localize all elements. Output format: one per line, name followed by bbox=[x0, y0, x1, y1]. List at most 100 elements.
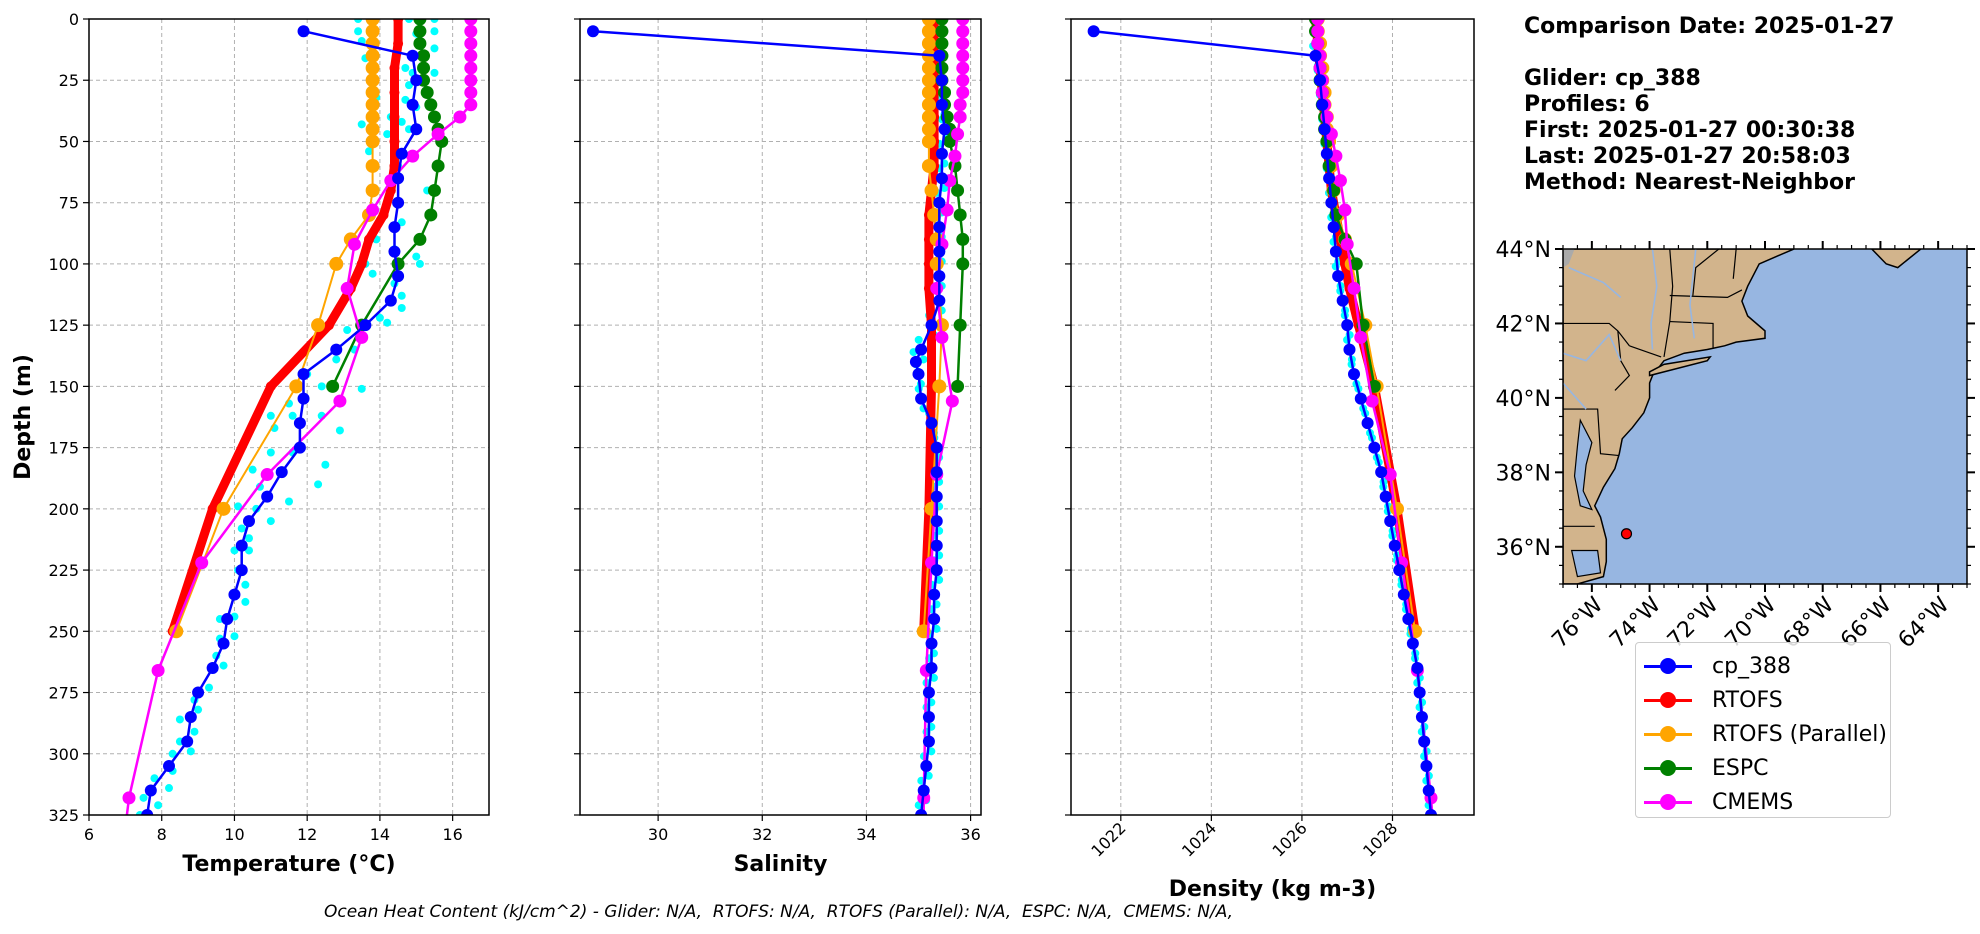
x-tick-label: 1022 bbox=[1087, 818, 1129, 860]
raw-glider-point bbox=[175, 715, 184, 724]
data-point bbox=[915, 809, 928, 815]
data-point bbox=[365, 73, 380, 88]
raw-glider-point bbox=[365, 147, 373, 156]
y-tick-label: 225 bbox=[48, 561, 79, 580]
data-point bbox=[431, 159, 445, 173]
first-time: First: 2025-01-27 00:30:38 bbox=[1524, 118, 1856, 143]
data-point bbox=[427, 183, 441, 197]
raw-glider-point bbox=[415, 259, 424, 268]
comparison-date: Comparison Date: 2025-01-27 bbox=[1524, 14, 1895, 39]
data-point bbox=[395, 147, 408, 160]
data-point bbox=[927, 207, 942, 222]
data-point bbox=[464, 24, 478, 38]
data-point bbox=[917, 784, 930, 797]
data-point bbox=[365, 19, 380, 26]
raw-glider-point bbox=[266, 411, 275, 420]
data-point bbox=[921, 122, 936, 137]
axes-frame bbox=[1070, 18, 1475, 816]
data-point bbox=[1368, 441, 1381, 454]
data-point bbox=[951, 379, 965, 393]
data-point bbox=[389, 160, 400, 171]
raw-glider-point bbox=[397, 218, 406, 227]
lat-tick-label: 38°N bbox=[1496, 461, 1551, 486]
raw-glider-point bbox=[248, 465, 257, 474]
y-tick-label: 275 bbox=[48, 684, 79, 703]
raw-glider-point bbox=[245, 546, 253, 555]
data-point bbox=[221, 613, 234, 626]
data-point bbox=[956, 19, 970, 26]
data-point bbox=[406, 98, 419, 111]
data-point bbox=[925, 662, 938, 675]
data-point bbox=[410, 123, 423, 136]
data-point bbox=[935, 147, 948, 160]
data-point bbox=[921, 60, 936, 75]
temperature-panel: 6 8 10 12 14 16 0 25 50 75 100 125 150 175 200 225 250 27… bbox=[11, 10, 490, 877]
data-point bbox=[1311, 36, 1325, 50]
pamlico-sound bbox=[1570, 549, 1602, 578]
raw-glider-point bbox=[237, 524, 246, 533]
legend-swatch-icon bbox=[1644, 758, 1692, 778]
data-point bbox=[933, 270, 946, 283]
data-point bbox=[587, 25, 600, 38]
long-island bbox=[1648, 355, 1712, 377]
raw-glider-point bbox=[375, 313, 384, 322]
profile-count: Profiles: 6 bbox=[1524, 92, 1650, 117]
data-point bbox=[953, 318, 967, 332]
raw-glider-point bbox=[935, 575, 944, 584]
data-point bbox=[330, 343, 343, 356]
data-point bbox=[406, 49, 419, 62]
data-point bbox=[953, 98, 967, 112]
data-point bbox=[1406, 637, 1419, 650]
data-point bbox=[1329, 245, 1342, 258]
legend-label: ESPC bbox=[1712, 755, 1769, 781]
raw-glider-point bbox=[219, 661, 228, 670]
data-point bbox=[324, 320, 334, 331]
ocean-heat-content-note: Ocean Heat Content (kJ/cm^2) - Glider: N… bbox=[324, 902, 1234, 922]
data-point bbox=[228, 588, 241, 601]
raw-glider-point bbox=[139, 793, 148, 802]
glider-position-marker bbox=[1620, 528, 1633, 540]
x-tick-label: 30 bbox=[648, 825, 668, 844]
raw-glider-point bbox=[397, 291, 406, 300]
data-point bbox=[216, 501, 231, 516]
x-tick-label: 8 bbox=[157, 825, 167, 844]
data-point bbox=[413, 232, 427, 246]
data-point bbox=[384, 294, 397, 307]
legend-swatch-icon bbox=[1644, 690, 1692, 710]
data-point bbox=[207, 503, 218, 514]
raw-glider-point bbox=[335, 426, 344, 435]
data-point bbox=[1415, 711, 1428, 724]
data-point bbox=[261, 490, 274, 503]
raw-glider-point bbox=[205, 683, 213, 692]
data-point bbox=[921, 109, 936, 124]
raw-glider-point bbox=[343, 326, 352, 335]
data-point bbox=[235, 564, 248, 577]
raw-glider-point bbox=[927, 747, 936, 756]
y-axis-label: Depth (m) bbox=[11, 354, 36, 480]
data-point bbox=[356, 258, 367, 269]
data-point bbox=[1424, 809, 1437, 815]
data-point bbox=[235, 539, 248, 552]
data-point bbox=[464, 61, 478, 75]
y-tick-label: 50 bbox=[59, 132, 79, 151]
lat-tick-label: 44°N bbox=[1496, 238, 1551, 263]
data-point bbox=[141, 809, 154, 815]
state-border bbox=[1669, 320, 1714, 348]
legend-item-rtofs: RTOFS bbox=[1636, 683, 1890, 717]
data-point bbox=[389, 62, 400, 73]
data-point bbox=[917, 821, 930, 834]
data-point bbox=[1348, 368, 1361, 381]
data-point bbox=[326, 379, 340, 393]
data-point bbox=[938, 85, 952, 99]
data-point bbox=[417, 61, 431, 75]
data-point bbox=[393, 19, 404, 24]
data-point bbox=[192, 686, 205, 699]
raw-glider-point bbox=[401, 63, 410, 72]
data-point bbox=[935, 24, 949, 38]
data-point bbox=[406, 149, 420, 163]
state-border bbox=[1692, 249, 1720, 296]
data-point bbox=[206, 662, 219, 675]
data-point bbox=[1402, 613, 1415, 626]
data-point bbox=[956, 232, 970, 246]
